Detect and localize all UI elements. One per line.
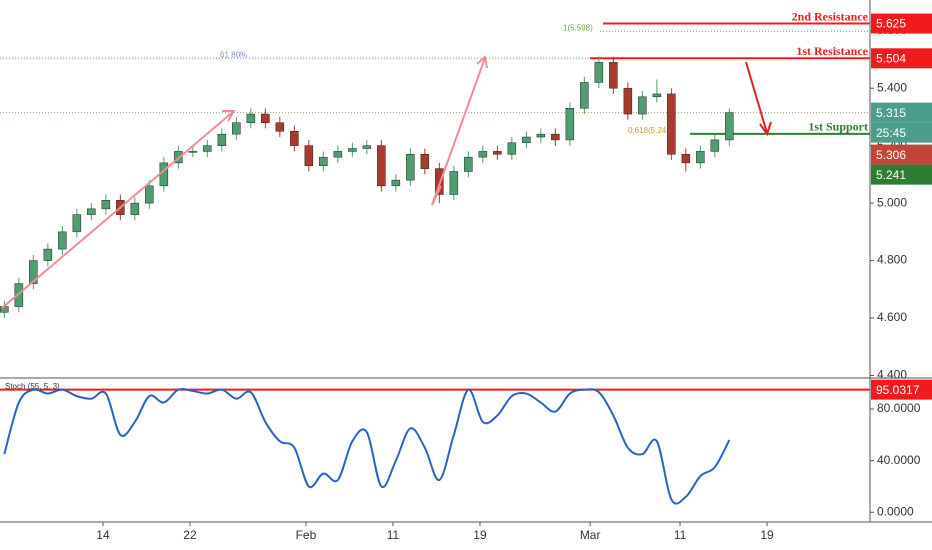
level-label: 1st Resistance xyxy=(796,44,868,58)
x-tick-label: 19 xyxy=(760,528,774,542)
candle-body xyxy=(435,168,444,195)
candle-body xyxy=(58,231,67,250)
y-tick-label: 4.400 xyxy=(877,368,907,382)
level-label: 1st Support xyxy=(808,120,868,134)
candle-body xyxy=(101,199,111,210)
candle-body xyxy=(623,87,633,115)
countdown-tag: 25:45 xyxy=(876,126,906,140)
level-tag-box xyxy=(871,164,932,185)
level-tag: 5.504 xyxy=(876,51,906,65)
candle-body xyxy=(377,145,386,187)
level-tag-box xyxy=(871,379,932,400)
candle-body xyxy=(391,179,401,187)
candle-body xyxy=(290,131,299,146)
y-tick-label: 80.0000 xyxy=(877,401,921,415)
level-tag: 5.625 xyxy=(876,17,906,31)
candle-body xyxy=(406,154,415,181)
candle-body xyxy=(681,154,691,164)
fib-label: 1(5.598) xyxy=(563,23,593,32)
y-tick-label: 0.0000 xyxy=(877,504,914,518)
candle-body xyxy=(551,133,560,141)
x-tick-label: 11 xyxy=(674,528,687,542)
price-tag: 5.306 xyxy=(876,148,906,162)
candle-body xyxy=(493,151,502,155)
candle-body xyxy=(652,93,662,98)
candle-body xyxy=(87,208,96,215)
x-tick-label: Feb xyxy=(296,528,317,542)
candle-body xyxy=(275,122,285,132)
candle-body xyxy=(594,62,604,83)
candle-body xyxy=(536,133,546,138)
candle-body xyxy=(464,156,473,172)
candle-body xyxy=(449,171,459,195)
candle-body xyxy=(710,139,720,152)
candle-body xyxy=(145,185,154,204)
candle-body xyxy=(130,202,140,215)
x-tick-label: Mar xyxy=(580,528,601,542)
indicator-title: Stoch (55, 5, 3) xyxy=(5,382,60,391)
fib-label: 61.80% xyxy=(220,50,247,59)
x-tick-label: 14 xyxy=(96,528,110,542)
candle-body xyxy=(696,151,705,164)
candle-body xyxy=(333,151,343,158)
y-tick-label: 4.800 xyxy=(877,253,907,267)
candle-body xyxy=(420,154,430,169)
level-label: 2nd Resistance xyxy=(792,9,869,23)
candle-body xyxy=(43,248,53,261)
y-tick-label: 4.600 xyxy=(877,310,907,324)
candle-body xyxy=(725,112,734,141)
candle-body xyxy=(507,142,517,155)
level-tag: 95.0317 xyxy=(876,383,920,397)
level-tag: 5.241 xyxy=(876,168,906,182)
y-tick-label: 40.0000 xyxy=(877,453,921,467)
candle-body xyxy=(72,214,82,233)
candle-body xyxy=(348,148,357,152)
stoch-line xyxy=(3,387,731,505)
candle-body xyxy=(14,283,24,307)
y-tick-label: 5.000 xyxy=(877,195,907,209)
candle-body xyxy=(304,145,314,167)
candle-body xyxy=(638,96,647,115)
level-tag-box xyxy=(871,48,932,69)
candle-body xyxy=(203,145,212,152)
countdown-tag-box xyxy=(871,122,932,143)
candle-body xyxy=(478,151,488,158)
candle-body xyxy=(565,108,575,141)
trend-arrows xyxy=(1,55,488,309)
candle-body xyxy=(319,156,328,167)
candle-body xyxy=(188,151,198,153)
x-tick-label: 22 xyxy=(183,528,197,542)
candle-body xyxy=(246,113,256,123)
candle-body xyxy=(159,162,169,187)
price-tag-box xyxy=(871,102,932,123)
candle-body xyxy=(261,113,270,123)
price-tag-box xyxy=(871,144,932,165)
fib-label: 0.618(5.241) xyxy=(628,126,674,135)
candle-body xyxy=(609,62,618,89)
candle-body xyxy=(217,133,227,146)
candle-body xyxy=(667,93,676,155)
candle-body xyxy=(522,136,531,144)
price-tag: 5.315 xyxy=(876,106,906,120)
candle-body xyxy=(580,82,589,109)
x-tick-label: 19 xyxy=(473,528,487,542)
level-tag-box xyxy=(871,13,932,34)
y-tick-label: 5.400 xyxy=(877,80,907,94)
x-tick-label: 11 xyxy=(387,528,400,542)
candle-body xyxy=(362,145,372,149)
candle-body xyxy=(29,260,38,284)
candle-body xyxy=(232,122,241,135)
projection-arrow xyxy=(745,61,772,137)
